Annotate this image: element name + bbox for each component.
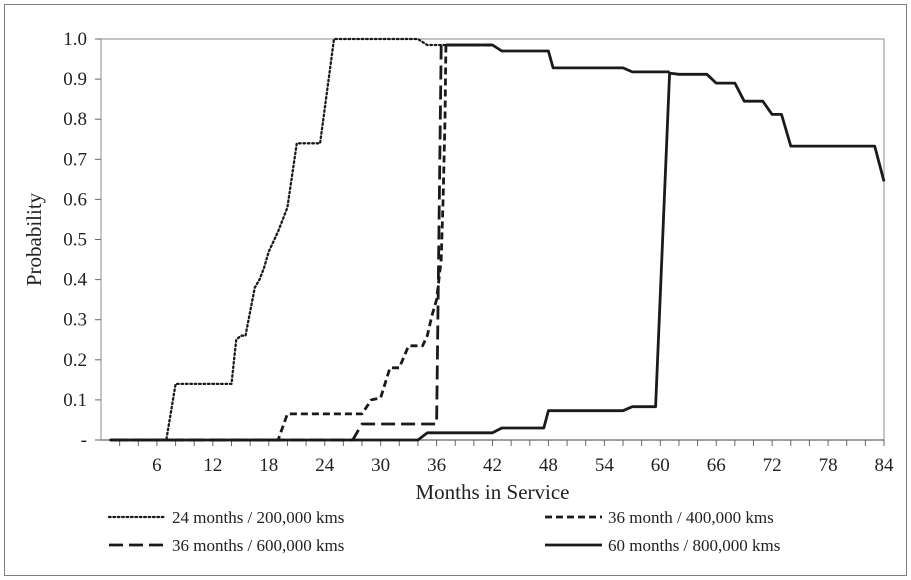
- x-axis-title: Months in Service: [416, 480, 570, 504]
- y-tick-label: 0.4: [63, 270, 87, 291]
- x-tick-label: 36: [427, 455, 446, 476]
- y-tick-label: 0.8: [63, 109, 87, 130]
- series-lines: [109, 37, 886, 442]
- legend-label-3: 36 months / 600,000 kms: [172, 536, 344, 555]
- series-line-3: [110, 43, 493, 442]
- x-tick-label: 24: [315, 455, 335, 476]
- x-tick-label: 18: [259, 455, 278, 476]
- series-line-4: [110, 71, 886, 442]
- legend: 24 months / 200,000 kms 36 month / 400,00…: [107, 508, 780, 555]
- plot-axes: [100, 38, 885, 441]
- y-tick-label: -: [81, 430, 87, 451]
- y-tick-label: 0.1: [63, 390, 87, 411]
- legend-label-1: 24 months / 200,000 kms: [172, 508, 344, 527]
- y-tick-label: 0.2: [63, 350, 87, 371]
- x-tick-label: 54: [595, 455, 615, 476]
- x-tick-label: 30: [371, 455, 390, 476]
- x-tick-label: 72: [763, 455, 782, 476]
- x-tick-label: 84: [875, 455, 895, 476]
- tick-labels: - 0.1 0.2 0.3 0.4 0.5 0.6 0.7 0.8 0.9 1.0 6 12 18 24 30…: [63, 29, 894, 476]
- y-tick-label: 1.0: [63, 29, 87, 50]
- plot-border: [100, 38, 885, 441]
- x-tick-label: 12: [203, 455, 222, 476]
- y-tick-label: 0.3: [63, 310, 87, 331]
- x-tick-label: 48: [539, 455, 558, 476]
- x-tick-label: 6: [152, 455, 162, 476]
- x-tick-label: 60: [651, 455, 670, 476]
- y-tick-label: 0.6: [63, 189, 87, 210]
- series-line-1: [109, 37, 448, 442]
- series-line-2: [110, 43, 493, 442]
- y-axis-title: Probability: [22, 192, 46, 286]
- legend-label-2: 36 month / 400,000 kms: [608, 508, 774, 527]
- x-tick-label: 42: [483, 455, 502, 476]
- x-tick-label: 66: [707, 455, 726, 476]
- legend-label-4: 60 months / 800,000 kms: [608, 536, 780, 555]
- x-tick-label: 78: [819, 455, 838, 476]
- y-tick-label: 0.9: [63, 69, 87, 90]
- series-plateau-1: [445, 43, 670, 74]
- chart-frame: [4, 4, 907, 576]
- y-tick-label: 0.5: [63, 230, 87, 251]
- y-tick-label: 0.7: [63, 149, 87, 170]
